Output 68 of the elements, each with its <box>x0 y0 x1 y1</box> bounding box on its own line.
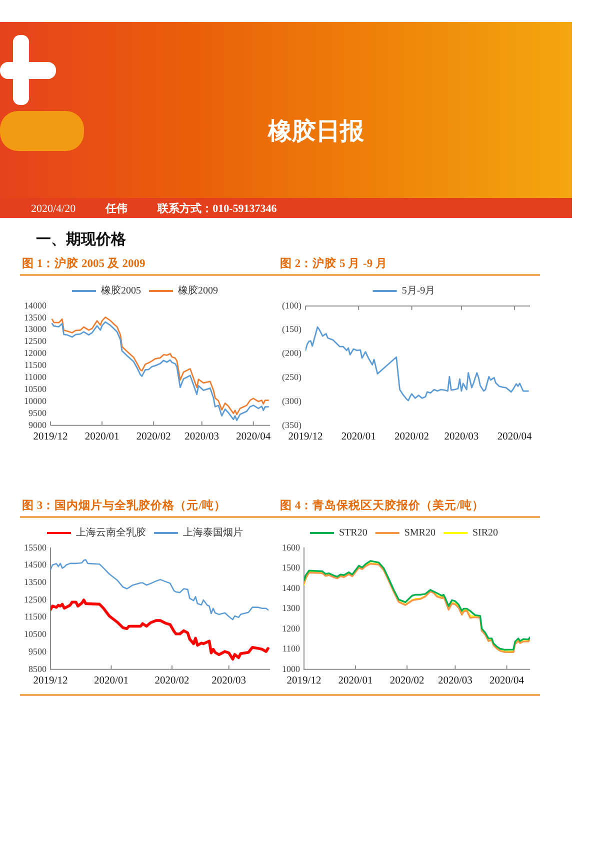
y-tick-label: 9500 <box>28 408 47 418</box>
x-tick-label: 2020/04 <box>497 431 533 442</box>
x-tick-label: 2020/04 <box>490 675 525 686</box>
x-tick-label: 2020/01 <box>338 675 373 686</box>
x-tick-label: 2020/03 <box>438 675 472 686</box>
x-tick-label: 2020/02 <box>154 675 190 686</box>
y-tick-label: (250) <box>282 372 302 382</box>
x-tick-label: 2019/12 <box>33 431 68 442</box>
x-tick-label: 2020/02 <box>390 675 424 686</box>
y-tick-label: 1100 <box>282 644 300 654</box>
chart-title: 图 2：沪胶 5 月 -9 月 <box>280 258 388 270</box>
y-tick-label: (200) <box>282 348 302 358</box>
y-tick-label: 11000 <box>24 372 47 382</box>
y-tick-label: 11500 <box>24 360 47 370</box>
y-tick-label: 1200 <box>282 623 300 634</box>
y-tick-label: 12500 <box>24 336 47 346</box>
y-tick-label: 9500 <box>28 646 47 656</box>
legend-label: 上海泰国烟片 <box>183 526 243 539</box>
x-tick-label: 2020/03 <box>184 431 220 442</box>
x-tick-label: 2020/02 <box>394 431 429 442</box>
y-tick-label: 13500 <box>24 577 47 588</box>
y-tick-label: 15500 <box>24 542 47 552</box>
text: 联系方式：010-59137346 <box>158 202 277 216</box>
x-tick-label: 2020/01 <box>341 431 376 442</box>
chart-title: 图 4：青岛保税区天胶报价（美元/吨） <box>280 500 484 512</box>
legend-label: 橡胶2005 <box>101 284 141 297</box>
legend-label: 上海云南全乳胶 <box>76 526 146 539</box>
y-tick-label: (150) <box>282 324 302 334</box>
y-tick-label: 11500 <box>24 612 47 622</box>
y-tick-label: (300) <box>282 396 302 406</box>
y-tick-label: 13500 <box>24 312 47 322</box>
text: 2020/4/20 <box>31 202 76 214</box>
x-tick-label: 2020/04 <box>236 431 272 442</box>
y-tick-label: 10500 <box>24 384 47 394</box>
x-tick-label: 2020/01 <box>84 431 120 442</box>
y-tick-label: 14500 <box>24 560 47 570</box>
y-tick-label: 10500 <box>24 629 47 640</box>
y-tick-label: 1000 <box>282 664 300 674</box>
y-tick-label: 1500 <box>282 562 300 573</box>
y-tick-label: 12000 <box>24 348 47 358</box>
y-tick-label: 9000 <box>28 420 47 430</box>
x-tick-label: 2019/12 <box>286 675 322 686</box>
chart-title: 图 1：沪胶 2005 及 2009 <box>22 258 146 270</box>
y-tick-label: 14000 <box>24 300 47 310</box>
legend-label: 橡胶2009 <box>178 284 218 297</box>
y-tick-label: (350) <box>282 420 302 430</box>
legend-label: SMR20 <box>404 528 436 539</box>
legend-label: 5月-9月 <box>402 286 436 297</box>
y-tick-label: 1400 <box>282 582 300 593</box>
text: 橡胶日报 <box>268 117 364 147</box>
y-tick-label: 10000 <box>24 396 47 406</box>
x-tick-label: 2020/01 <box>94 675 128 686</box>
x-tick-label: 2019/12 <box>33 675 68 686</box>
x-tick-label: 2019/12 <box>288 431 323 442</box>
text: 任伟 <box>106 202 128 216</box>
legend-label: STR20 <box>338 528 368 539</box>
chart-title: 图 3：国内烟片与全乳胶价格（元/吨） <box>22 500 226 512</box>
y-tick-label: 1600 <box>282 542 300 552</box>
x-tick-label: 2020/03 <box>212 675 246 686</box>
text: 一、期现价格 <box>36 230 126 249</box>
legend-label: SIR20 <box>472 528 498 539</box>
x-tick-label: 2020/03 <box>444 431 479 442</box>
x-tick-label: 2020/02 <box>136 431 171 442</box>
y-tick-label: 8500 <box>28 664 47 674</box>
y-tick-label: 12500 <box>24 594 47 604</box>
y-tick-label: 1300 <box>282 603 300 614</box>
y-tick-label: 13000 <box>24 324 47 334</box>
y-tick-label: (100) <box>282 300 302 310</box>
